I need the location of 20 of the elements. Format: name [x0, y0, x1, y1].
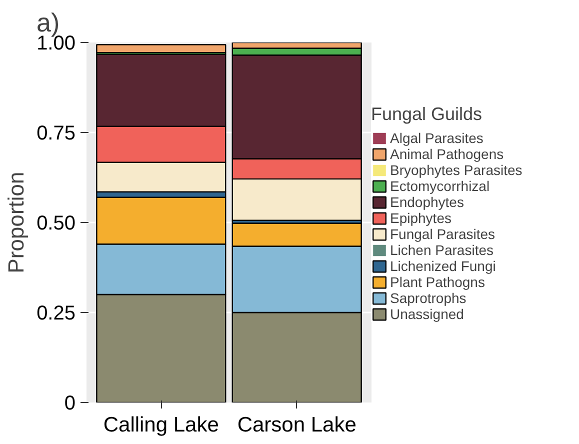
legend-label: Fungal Parasites [390, 226, 496, 242]
x-tick-label: Carson Lake [237, 414, 356, 436]
x-tick-label: Calling Lake [103, 414, 219, 436]
legend-title: Fungal Guilds [371, 104, 484, 125]
y-tick-label: 0.50 [36, 212, 76, 234]
legend-label: Epiphytes [390, 210, 452, 226]
legend-label: Saprotrophs [390, 290, 466, 306]
legend-label: Lichenized Fungi [390, 258, 496, 274]
legend-label: Animal Pathogens [390, 146, 504, 162]
legend-label: Lichen Parasites [390, 242, 494, 258]
y-axis-title: Proportion [4, 172, 29, 274]
legend-label: Algal Parasites [390, 130, 484, 146]
legend-label: Endophytes [390, 194, 464, 210]
y-tick-label: 0.75 [36, 122, 76, 144]
y-tick-label: 0.25 [36, 302, 76, 324]
y-tick-label: 0 [64, 392, 76, 414]
legend-label: Ectomycorrhizal [390, 178, 490, 194]
legend-label: Bryophytes Parasites [390, 162, 522, 178]
legend-label: Plant Pathogns [390, 274, 485, 290]
legend-label: Unassigned [390, 306, 464, 322]
